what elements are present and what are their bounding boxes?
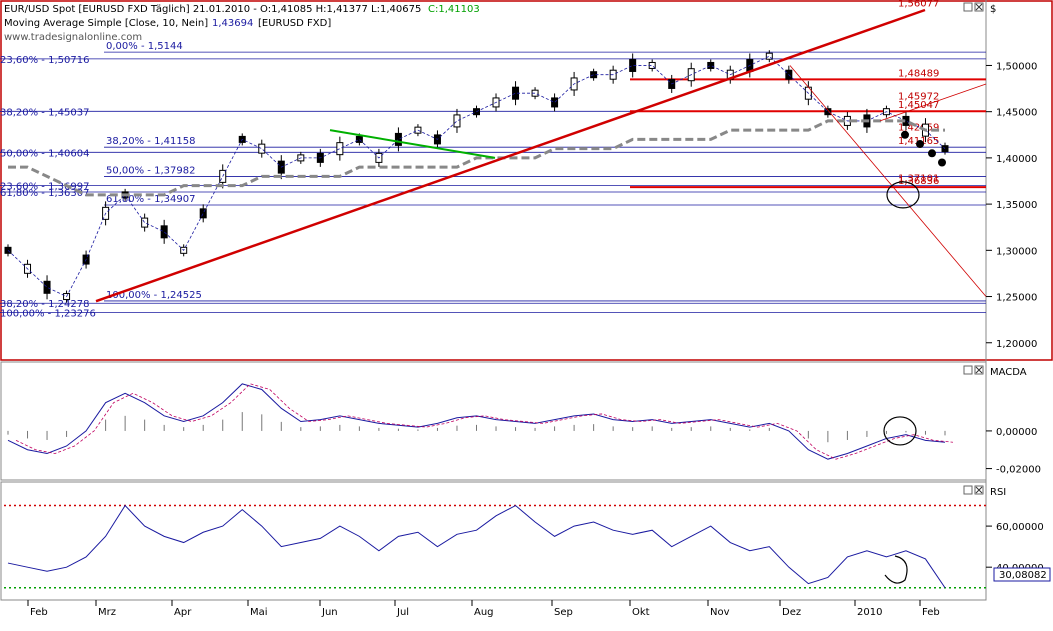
ma-symbol: [EURUSD FXD] [258, 18, 331, 29]
price-panel [0, 0, 1053, 361]
time-tick-label: Aug [474, 607, 494, 618]
hand-drawn-circle [883, 416, 917, 446]
fib-right-label: 1,56077 [898, 0, 939, 9]
fib-mid-label: 38,20% - 1,41158 [106, 136, 195, 147]
fib-right-label: 1,42659 [898, 122, 939, 133]
hand-drawn-circle [886, 181, 920, 209]
rsi-title: RSI [990, 487, 1006, 498]
currency-label: $ [990, 4, 996, 15]
trendline [329, 129, 496, 159]
hand-drawn-circle [884, 555, 908, 584]
fib-right-label: 1,37101 [898, 174, 939, 185]
moving-average-line [8, 119, 945, 197]
time-tick-label: 2010 [857, 607, 882, 618]
price-tick-label: 1,45000 [996, 108, 1037, 119]
time-tick-label: Mai [250, 607, 268, 618]
time-tick-label: Dez [782, 607, 801, 618]
ma-title: Moving Average Simple [Close, 10, Nein] [4, 18, 208, 29]
trendline [95, 8, 926, 303]
price-tick-label: 1,50000 [996, 61, 1037, 72]
rsi-value-badge: 30,08082 [993, 567, 1051, 582]
watermark: www.tradesignalonline.com [4, 32, 142, 43]
fib-left-label: 38,20% - 1,45037 [0, 107, 89, 118]
candle [4, 246, 12, 254]
time-tick-label: Jun [321, 607, 338, 618]
rsi-current-value: 30,08082 [999, 570, 1047, 581]
rsi-panel [0, 481, 987, 601]
candle [43, 280, 51, 294]
projection-dot [928, 149, 936, 158]
rsi-tick-label: 60,00000 [996, 522, 1044, 533]
price-tick-label: 1,40000 [996, 154, 1037, 165]
macd-tick-label: -0,02000 [996, 465, 1041, 476]
trendline [789, 65, 987, 297]
fib-left-label: 38,20% - 1,24278 [0, 299, 89, 310]
fib-right-label: 1,48489 [898, 68, 939, 79]
fib-left-label: 100,00% - 1,23276 [0, 308, 96, 319]
symbol-title: EUR/USD Spot [EURUSD FXD Täglich] 21.01.… [4, 4, 421, 15]
time-tick-label: Okt [632, 607, 650, 618]
candle [551, 97, 559, 108]
fib-left-label: 50,00% - 1,40604 [0, 148, 89, 159]
candle [355, 135, 363, 143]
macd-plot: 0,00000 -0,02000 [7, 383, 1041, 476]
time-tick-label: Nov [710, 607, 730, 618]
fib-mid-label: 100,00% - 1,24525 [106, 290, 202, 301]
macd-panel [0, 361, 987, 481]
price-tick-label: 1,25000 [996, 293, 1037, 304]
fibonacci-levels: 23,60% - 1,50716 38,20% - 1,45037 50,00% -… [0, 0, 986, 319]
time-axis: Feb Mrz Apr Mai Jun Jul Aug Sep Okt Nov Dez 2010 Feb [27, 600, 940, 618]
macd-signal-line [15, 383, 954, 460]
rsi-restore-button[interactable] [963, 485, 973, 495]
close-value: C:1,41103 [428, 4, 480, 15]
fib-right-label: 1,45972 [898, 92, 939, 103]
fib-left-label: 23,60% - 1,50716 [0, 55, 89, 66]
candle [160, 225, 168, 239]
price-plot [4, 8, 987, 303]
projection-dot [901, 130, 909, 139]
macd-line [7, 383, 946, 460]
panel-close-button[interactable] [974, 2, 984, 12]
price-line [7, 55, 946, 298]
fib-left-label: 23,60% - 1,36997 [0, 182, 89, 193]
price-tick-label: 1,35000 [996, 200, 1037, 211]
rsi-close-button[interactable] [974, 485, 984, 495]
candle [199, 208, 207, 219]
projection-dot [916, 140, 924, 149]
candle [824, 108, 832, 116]
candle [141, 217, 149, 228]
fib-mid-label: 0,00% - 1,5144 [106, 41, 183, 52]
time-tick-label: Apr [174, 607, 192, 618]
macd-restore-button[interactable] [963, 365, 973, 375]
time-tick-label: Feb [30, 607, 48, 618]
fib-right-label: 1,36836 [898, 176, 939, 187]
fib-mid-label: 61,80% - 1,34907 [106, 194, 195, 205]
price-tick-label: 1,20000 [996, 339, 1037, 350]
candle [394, 132, 402, 146]
projection-dot [938, 158, 946, 167]
price-tick-label: 1,30000 [996, 246, 1037, 257]
panel-restore-button[interactable] [963, 2, 973, 12]
candle [336, 142, 344, 156]
fib-right-label: 1,45047 [898, 100, 939, 111]
time-tick-label: Jul [396, 607, 409, 618]
candle [453, 114, 461, 128]
fib-left-label: 61,80% - 1,36307 [0, 188, 89, 199]
ma-value: 1,43694 [212, 18, 253, 29]
fib-mid-label: 50,00% - 1,37982 [106, 166, 195, 177]
candle [765, 52, 773, 60]
price-axis: 1,50000 1,45000 1,40000 1,35000 1,30000 1,250… [986, 61, 1037, 350]
macd-title: MACDA [990, 367, 1027, 378]
time-tick-label: Sep [554, 607, 573, 618]
trendline [879, 83, 987, 122]
candle [707, 61, 715, 69]
time-tick-label: Mrz [98, 607, 116, 618]
rsi-line [7, 504, 946, 589]
candle [258, 143, 266, 154]
macd-tick-label: 0,00000 [996, 427, 1037, 438]
macd-close-button[interactable] [974, 365, 984, 375]
time-tick-label: Feb [922, 607, 940, 618]
